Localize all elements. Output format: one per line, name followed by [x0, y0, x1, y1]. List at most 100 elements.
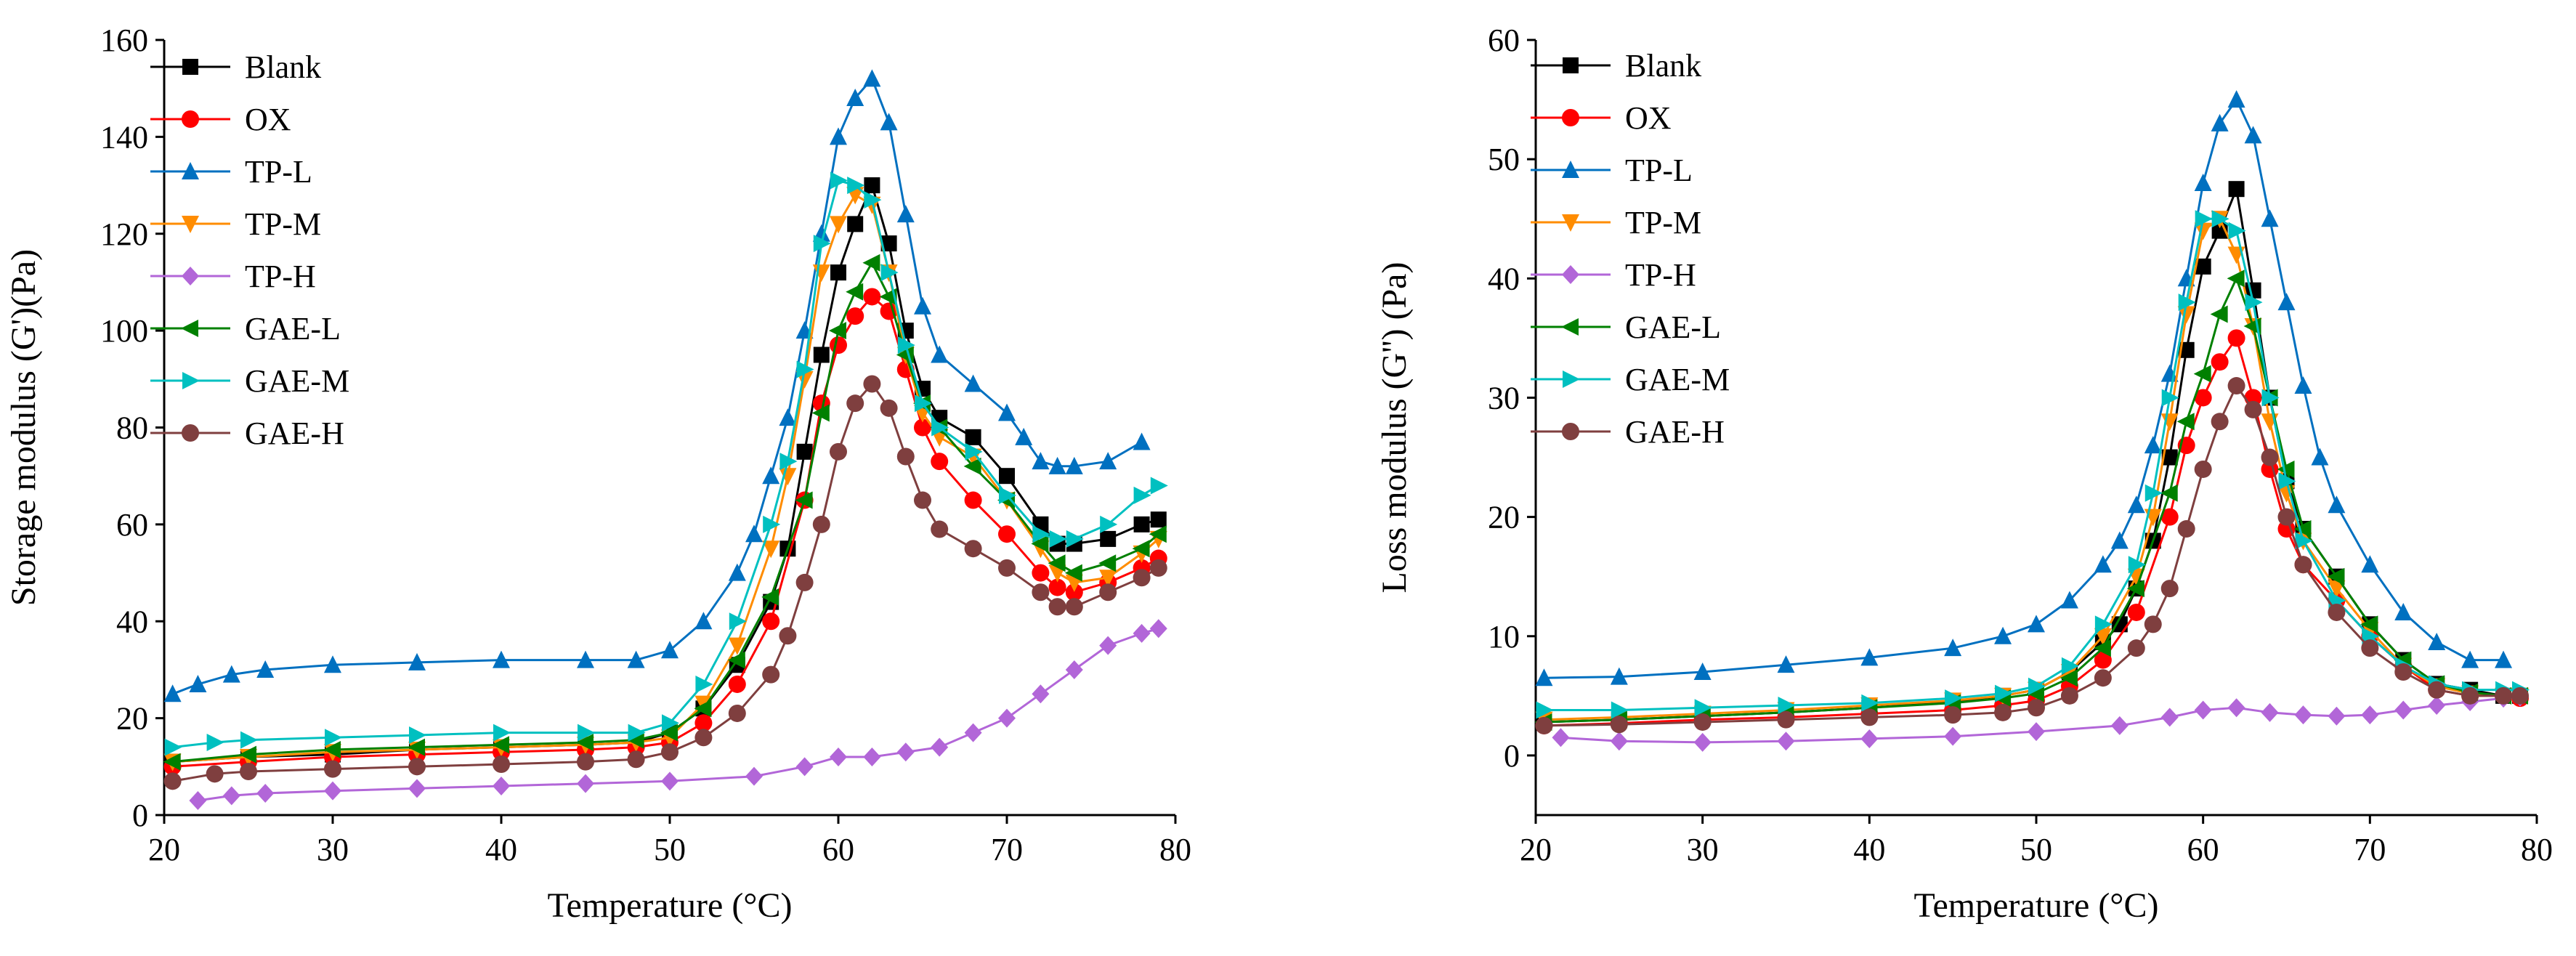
chart1-legend-marker [1563, 57, 1579, 73]
chart0-point-tp-h [863, 747, 881, 766]
chart0-point-tp-h [896, 742, 915, 762]
chart1-legend: Blank OX TP-L TP-M TP-H GAE-L GAE-M GAE-H [1531, 48, 1730, 450]
chart1-point-gae-h [2277, 508, 2296, 526]
chart0-point-tp-l [1048, 456, 1066, 474]
chart0-point-tp-l [1032, 452, 1050, 470]
chart0-legend-marker [182, 110, 199, 128]
chart1-point-tp-h [2110, 716, 2129, 735]
chart0-point-gae-m [763, 515, 781, 533]
chart0-point-gae-l [1064, 564, 1082, 582]
chart0-point-blank [999, 468, 1015, 485]
chart0-point-gae-l [694, 700, 712, 718]
chart1-point-tp-h [1860, 729, 1879, 748]
chart0-point-gae-m [813, 235, 831, 253]
chart0-point-blank [813, 347, 830, 363]
chart0-x-tick-label: 20 [148, 832, 180, 867]
chart1-point-gae-l [2293, 520, 2312, 538]
chart1-point-gae-m [2228, 222, 2246, 240]
chart1-point-gae-h [1610, 716, 1628, 734]
chart1-line-gae-h [1544, 384, 2520, 727]
chart0-point-blank [1150, 511, 1167, 528]
chart1-y-axis-title: Loss modulus (G'') (Pa) [1375, 262, 1414, 594]
chart0-point-tp-l [896, 205, 915, 223]
chart0-point-gae-h [998, 559, 1016, 577]
chart0-point-tp-l [779, 408, 797, 426]
chart1-point-gae-h [2428, 681, 2446, 699]
chart1-series-gae-h [1535, 377, 2530, 734]
chart0-point-gae-m [830, 171, 848, 190]
chart1-line-gae-m [1544, 217, 2520, 711]
chart0-point-gae-h [240, 762, 257, 780]
chart0-legend-label: OX [245, 102, 291, 137]
chart0-point-gae-h [661, 743, 679, 761]
chart1-point-tp-h [1552, 728, 1570, 748]
chart0-point-tp-l [1099, 452, 1117, 470]
chart0-point-gae-h [779, 627, 797, 645]
chart0-point-tp-m [830, 216, 847, 234]
chart1-legend-item-gae-h: GAE-H [1531, 414, 1725, 450]
chart1-point-gae-l [2126, 580, 2144, 598]
chart1-point-tp-l [2211, 113, 2229, 131]
chart0-point-gae-l [829, 322, 846, 340]
chart1-x-tick-label: 40 [1853, 832, 1885, 867]
chart0-y-tick-label: 80 [116, 410, 148, 446]
chart0-x-tick-label: 60 [822, 832, 854, 867]
chart1-point-gae-h [2211, 413, 2229, 431]
chart0-point-gae-m [729, 612, 747, 631]
chart0-point-gae-l [408, 738, 425, 756]
chart1-point-tp-h [1693, 732, 1712, 752]
chart1-point-gae-h [2177, 520, 2195, 538]
chart1-point-tp-h [1944, 726, 1962, 746]
chart0-point-blank [1100, 530, 1117, 547]
chart0-line-gae-m [172, 179, 1159, 749]
chart1-legend-label: GAE-H [1625, 414, 1725, 450]
chart0-point-tp-m [779, 468, 797, 486]
chart0-point-gae-l [795, 491, 813, 509]
chart0-point-ox [1032, 564, 1050, 582]
chart0-point-gae-m [493, 724, 511, 742]
chart0-point-ox [931, 453, 949, 471]
chart0-point-tp-m [762, 540, 780, 559]
chart0-point-gae-h [846, 394, 864, 413]
chart1-legend-item-ox: OX [1531, 100, 1672, 136]
chart1-point-blank [2111, 616, 2128, 633]
chart0-point-gae-l [862, 254, 880, 272]
chart0-point-gae-l [1048, 554, 1066, 572]
chart0-legend-item-tp-m: TP-M [150, 206, 321, 242]
chart1-point-gae-h [1693, 713, 1712, 731]
chart0-point-tp-l [1065, 456, 1083, 474]
chart0-point-tp-h [830, 747, 847, 766]
chart1-legend-label: TP-H [1625, 257, 1696, 293]
chart1-x-tick-label: 20 [1520, 832, 1552, 867]
chart0-point-tp-l [408, 652, 426, 671]
chart0-x-tick-label: 40 [485, 832, 517, 867]
chart0-point-tp-l [661, 641, 679, 659]
chart0-point-ox [964, 491, 982, 509]
chart0-point-gae-m [695, 675, 713, 693]
chart0-point-gae-l [1132, 540, 1150, 558]
chart1-point-gae-l [2176, 413, 2195, 431]
chart1-point-gae-m [2278, 472, 2296, 490]
chart0-point-gae-h [1032, 583, 1050, 601]
chart0-legend-label: TP-L [245, 154, 312, 190]
chart0-point-gae-l [323, 740, 341, 758]
chart1-y-tick-label: 40 [1488, 261, 1520, 296]
chart0-point-gae-h [914, 491, 931, 509]
chart1-point-gae-m [1945, 689, 1963, 708]
chart1-point-gae-l [2277, 460, 2295, 478]
chart0-legend-label: TP-M [245, 206, 321, 242]
chart0-point-gae-m [206, 733, 224, 751]
chart1-point-gae-m [2161, 389, 2179, 407]
chart0-point-gae-l [492, 736, 509, 754]
chart1-point-tp-l [2277, 293, 2296, 311]
chart0-point-tp-l [762, 466, 780, 485]
chart0-point-tp-l [830, 127, 847, 145]
chart0-point-gae-m [897, 336, 915, 355]
chart0-point-tp-l [189, 674, 207, 692]
chart0-point-ox [762, 612, 780, 631]
chart1-point-gae-m [1861, 694, 1879, 712]
chart1-point-ox [2211, 353, 2229, 371]
chart0-point-gae-l [576, 733, 594, 751]
chart0-point-gae-h [627, 750, 645, 769]
chart0-point-tp-l [931, 345, 949, 363]
